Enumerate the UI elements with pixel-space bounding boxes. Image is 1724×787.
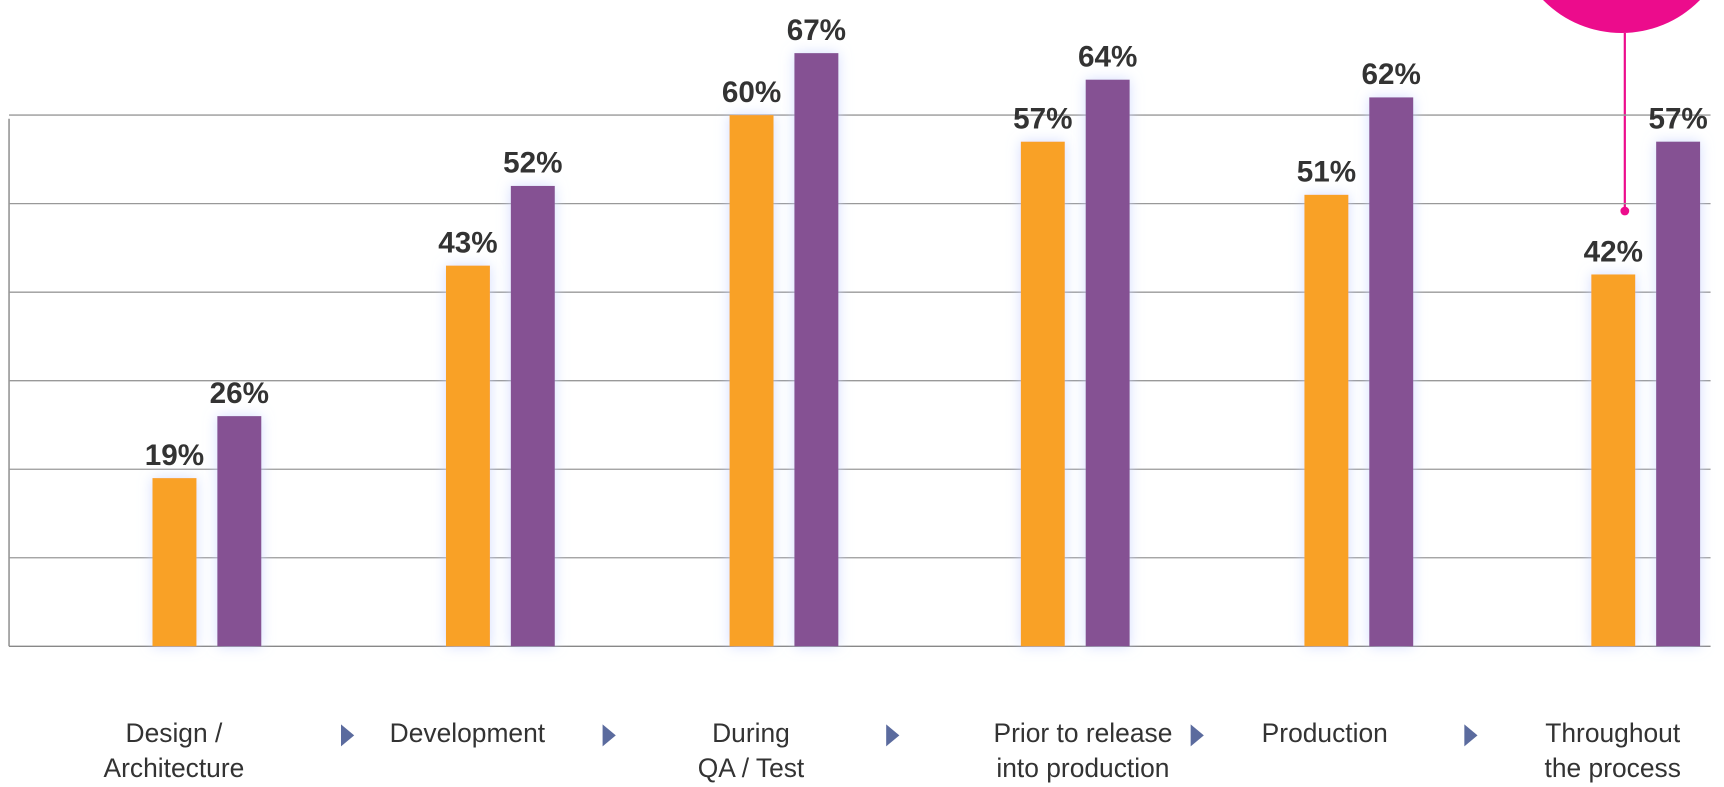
x-tick-label-box: Design / Architecture: [103, 718, 245, 784]
value-label: 52%: [503, 147, 562, 180]
value-label: 43%: [438, 226, 497, 259]
value-label: 42%: [1584, 235, 1643, 268]
arrows: [340, 724, 1478, 747]
value-label: 51%: [1297, 156, 1356, 189]
value-label: 19%: [145, 439, 204, 472]
decoration-dot: [1620, 206, 1630, 216]
bar: [510, 185, 555, 647]
x-tick-label: During QA / Test: [697, 718, 805, 784]
x-tick-label: Design / Architecture: [103, 718, 245, 784]
arrow: [1464, 724, 1478, 747]
x-tick-label: Development: [389, 718, 546, 749]
x-tick-label: Prior to release into production: [993, 718, 1173, 784]
x-tick-label-box: Production: [1261, 718, 1388, 749]
arrow: [1190, 724, 1204, 747]
arrow: [602, 724, 616, 747]
bar: [729, 115, 774, 647]
value-label: 67%: [787, 14, 846, 47]
x-tick-label: Production: [1261, 718, 1388, 749]
decoration-circle: [1543, 0, 1700, 33]
value-label: 60%: [722, 76, 781, 109]
bar: [217, 416, 262, 647]
bar: [794, 53, 839, 647]
value-label: 57%: [1648, 102, 1707, 135]
x-tick-label-box: During QA / Test: [697, 718, 805, 784]
bar: [1656, 141, 1701, 647]
bar: [1591, 274, 1636, 647]
arrow: [886, 724, 900, 747]
bar: [1304, 194, 1349, 647]
bar: [445, 265, 490, 647]
value-label: 26%: [210, 377, 269, 410]
bar: [1020, 141, 1065, 647]
value-label: 64%: [1078, 40, 1137, 73]
value-label: 62%: [1362, 58, 1421, 91]
x-tick-label: Throughout the process: [1544, 718, 1681, 784]
x-tick-label-box: Throughout the process: [1544, 718, 1681, 784]
x-tick-label-box: Prior to release into production: [993, 718, 1173, 784]
bar: [1085, 79, 1130, 647]
x-tick-label-box: Development: [389, 718, 546, 749]
bar: [1369, 97, 1414, 647]
value-label: 57%: [1013, 102, 1072, 135]
arrow: [340, 724, 355, 747]
bar: [152, 478, 197, 647]
